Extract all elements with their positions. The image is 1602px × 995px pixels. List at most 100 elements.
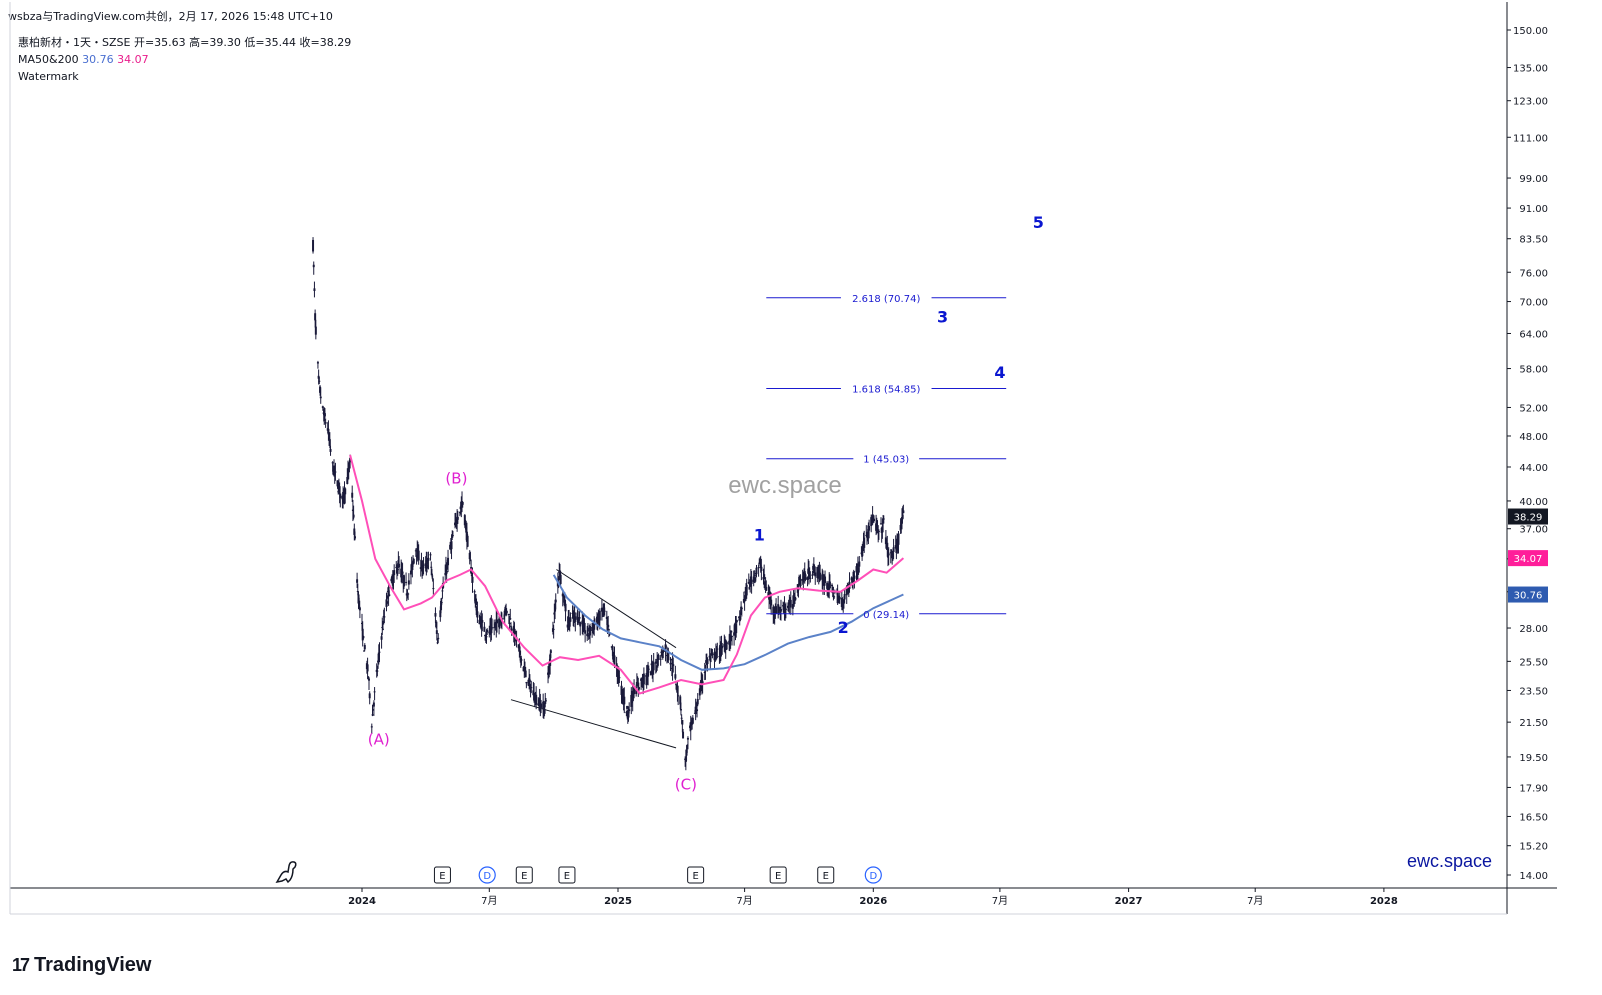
candle-body <box>633 686 636 695</box>
candle-body <box>881 527 884 533</box>
candle-body <box>479 616 482 621</box>
dividend-event-icon[interactable]: D <box>478 866 496 884</box>
earnings-event-icon[interactable]: E <box>515 866 533 884</box>
candle-body <box>553 612 556 615</box>
candle-body <box>589 625 592 636</box>
candle-body <box>902 510 905 514</box>
y-tick-label: 16.50 <box>1519 812 1548 823</box>
candle-body <box>485 636 488 638</box>
y-tick-label: 19.50 <box>1519 753 1548 764</box>
y-tick-label: 40.00 <box>1519 497 1548 508</box>
candle-body <box>681 719 684 725</box>
candle-body <box>450 541 453 550</box>
wave-label: (C) <box>675 775 697 793</box>
candle-body <box>514 639 517 642</box>
tradingview-logo[interactable]: 17 TradingView <box>12 954 151 977</box>
candle-body <box>525 682 528 684</box>
earnings-event-icon[interactable]: E <box>433 866 451 884</box>
x-tick-label: 7月 <box>992 895 1008 907</box>
candle-body <box>597 613 600 621</box>
candle-body <box>366 664 369 672</box>
candle-body <box>607 629 610 631</box>
candle-body <box>630 694 633 707</box>
candle-body <box>786 605 789 608</box>
candle-body <box>882 521 885 524</box>
wave-label: 1 <box>754 525 765 544</box>
candle-body <box>356 579 359 583</box>
event-marker-letter: D <box>869 871 877 882</box>
candle-body <box>789 599 792 608</box>
candle-body <box>318 380 321 382</box>
wave-label: (B) <box>445 470 467 488</box>
candle-body <box>444 566 447 576</box>
candle-body <box>469 559 472 562</box>
candle-body <box>773 613 776 616</box>
candle-body <box>361 628 364 641</box>
candle-body <box>842 606 845 608</box>
y-tick-label: 28.00 <box>1519 624 1548 635</box>
candle-body <box>398 563 401 568</box>
candle-body <box>372 709 375 711</box>
candle-body <box>530 687 533 689</box>
candle-body <box>351 509 354 512</box>
candle-body <box>863 537 866 548</box>
earnings-event-icon[interactable]: E <box>817 866 835 884</box>
candle-body <box>828 581 831 589</box>
candle-body <box>623 696 626 705</box>
candle-body <box>523 669 526 671</box>
candle-body <box>351 492 354 498</box>
candle-body <box>730 630 733 633</box>
candle-body <box>471 576 474 583</box>
candle-body <box>396 569 399 571</box>
candle-body <box>367 676 370 678</box>
candle-body <box>498 621 501 626</box>
wave-label: 3 <box>937 308 948 327</box>
candles <box>312 237 905 771</box>
dino-icon[interactable] <box>275 861 297 884</box>
candle-body <box>528 679 531 683</box>
event-marker-letter: E <box>692 871 698 882</box>
symbol-line[interactable]: 惠柏新材・1天・SZSE 开=35.63 高=39.30 低=35.44 收=3… <box>18 36 352 49</box>
price-badge-label: 34.07 <box>1514 554 1543 565</box>
candle-body <box>642 683 645 685</box>
candle-body <box>527 679 530 686</box>
dividend-marker-circle <box>478 866 496 884</box>
candle-body <box>328 439 331 446</box>
candle-body <box>799 578 802 586</box>
candle-body <box>549 654 552 666</box>
candle-body <box>701 681 704 684</box>
fib-label: 2.618 (70.74) <box>852 294 920 305</box>
candle-body <box>814 572 817 577</box>
ma-indicator-line[interactable]: MA50&200 30.76 34.07 <box>18 51 351 68</box>
y-tick-label: 135.00 <box>1513 64 1548 75</box>
candle-body <box>514 630 517 634</box>
candle-body <box>896 541 899 544</box>
earnings-event-icon[interactable]: E <box>558 866 576 884</box>
candle-body <box>447 557 450 566</box>
candle-body <box>440 600 443 611</box>
candle-body <box>475 598 478 605</box>
candle-body <box>868 526 871 531</box>
watermark-indicator-line[interactable]: Watermark <box>18 70 79 83</box>
candle-body <box>540 703 543 708</box>
watermark-corner: ewc.space <box>1407 851 1492 871</box>
candle-body <box>767 592 770 597</box>
candle-body <box>855 566 858 573</box>
candle-body <box>388 594 391 596</box>
candle-body <box>483 626 486 632</box>
candle-body <box>764 584 767 586</box>
candle-body <box>803 571 806 576</box>
dividend-event-icon[interactable]: D <box>864 866 882 884</box>
candle-body <box>858 561 861 567</box>
candle-body <box>547 670 550 678</box>
candle-body <box>607 624 610 628</box>
candle-body <box>480 619 483 630</box>
candle-body <box>631 692 634 702</box>
candle-body <box>574 616 577 622</box>
candle-body <box>319 396 322 399</box>
candle-body <box>677 695 680 697</box>
earnings-event-icon[interactable]: E <box>769 866 787 884</box>
ma200-line <box>349 454 905 695</box>
earnings-event-icon[interactable]: E <box>687 866 705 884</box>
